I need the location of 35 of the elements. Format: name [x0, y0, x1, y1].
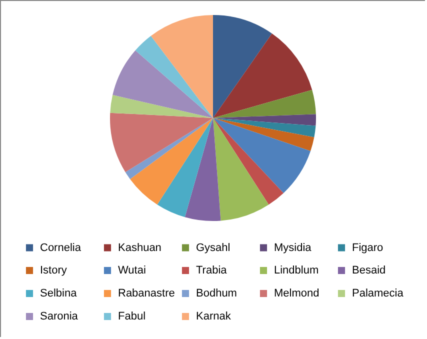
pie-slice [213, 118, 314, 152]
legend-label: Figaro [352, 242, 384, 254]
pie-slice [110, 112, 213, 172]
legend-label: Saronia [40, 310, 79, 322]
legend-label: Lindblum [274, 264, 319, 276]
legend-label: Selbina [40, 288, 78, 300]
pie-slice [184, 118, 221, 221]
legend-label: Istory [40, 264, 68, 276]
pie-slice [213, 118, 311, 194]
legend-label: Bodhum [196, 288, 237, 300]
pie-slice [125, 118, 213, 180]
pie-slice [213, 118, 316, 138]
legend-label: Melmond [274, 288, 320, 300]
pie-slice [112, 50, 213, 118]
legend-label: Mysidia [274, 242, 312, 254]
pie-slice [213, 34, 312, 118]
pie-slice [110, 94, 213, 118]
pie-slice [213, 118, 284, 205]
pie-slice [213, 15, 272, 118]
pie-slice [135, 36, 213, 118]
pie-slice [130, 118, 213, 205]
legend-label: Kashuan [118, 242, 162, 254]
pie-slice [213, 118, 269, 221]
legend-label: Wutai [118, 264, 146, 276]
pie-slice [157, 118, 213, 218]
legend-label: Trabia [196, 264, 228, 276]
legend-label: Gysahl [196, 242, 230, 254]
pie-slice [150, 15, 213, 118]
legend-label: Fabul [118, 310, 146, 322]
pie-slice [213, 90, 316, 118]
legend-label: Besaid [352, 264, 386, 276]
legend-label: Rabanastre [118, 288, 175, 300]
legend-label: Palamecia [352, 288, 404, 300]
legend-label: Cornelia [40, 242, 82, 254]
legend-label: Karnak [196, 310, 232, 322]
